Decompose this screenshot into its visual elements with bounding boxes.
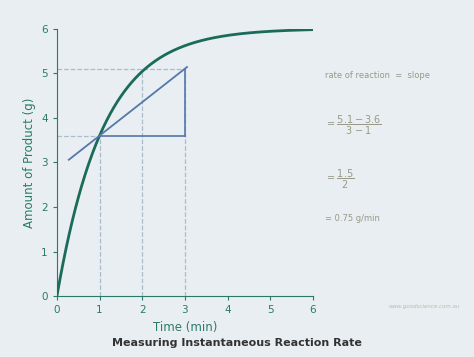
X-axis label: Time (min): Time (min) [153, 321, 217, 334]
Text: rate of reaction  =  slope: rate of reaction = slope [325, 71, 430, 80]
Text: = 0.75 g/min: = 0.75 g/min [325, 214, 380, 223]
Text: www.goodscience.com.au: www.goodscience.com.au [388, 304, 460, 309]
Text: $= \dfrac{1.5}{2}$: $= \dfrac{1.5}{2}$ [325, 168, 354, 191]
Y-axis label: Amount of Product (g): Amount of Product (g) [23, 97, 36, 228]
Text: Measuring Instantaneous Reaction Rate: Measuring Instantaneous Reaction Rate [112, 338, 362, 348]
Text: $= \dfrac{5.1 - 3.6}{3 - 1}$: $= \dfrac{5.1 - 3.6}{3 - 1}$ [325, 114, 382, 137]
